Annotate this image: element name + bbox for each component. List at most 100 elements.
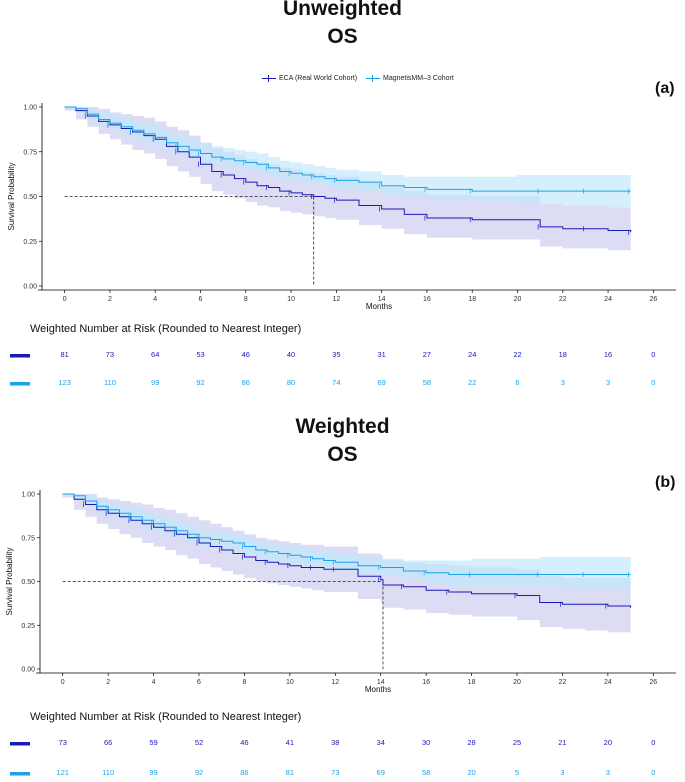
risk-value-magnetis: 80 <box>287 378 295 387</box>
survival-curve-1 <box>62 493 631 575</box>
panel-a-label: (a) <box>655 80 675 97</box>
y-tick-label: 0.00 <box>23 284 37 291</box>
x-tick-label: 18 <box>468 296 476 303</box>
x-tick-label: 26 <box>649 679 657 686</box>
risk-value-eca: 22 <box>513 350 521 359</box>
risk-value-magnetis: 58 <box>423 378 431 387</box>
x-tick-label: 20 <box>513 679 521 686</box>
x-tick-label: 26 <box>649 296 657 303</box>
risk-value-eca: 28 <box>467 738 475 747</box>
risk-value-magnetis: 6 <box>515 378 519 387</box>
risk-value-eca: 52 <box>195 738 203 747</box>
risk-value-eca: 30 <box>422 738 430 747</box>
risk-value-magnetis: 92 <box>195 768 203 777</box>
ci-band-1 <box>62 494 631 589</box>
risk-value-magnetis: 74 <box>332 378 340 387</box>
legend: ECA (Real World Cohort) MagnetisMM–3 Coh… <box>0 70 685 90</box>
risk-value-magnetis: 121 <box>56 768 69 777</box>
risk-row-swatch-magnetis <box>10 772 30 776</box>
risk-value-magnetis: 99 <box>149 768 157 777</box>
risk-value-eca: 35 <box>332 350 340 359</box>
survival-curve-0 <box>62 493 632 608</box>
risk-value-magnetis: 69 <box>377 768 385 777</box>
risk-value-eca: 0 <box>651 738 655 747</box>
x-tick-label: 4 <box>153 296 157 303</box>
x-tick-label: 24 <box>604 296 612 303</box>
risk-row-swatch-eca <box>10 742 30 746</box>
risk-row-swatch-eca <box>10 354 30 358</box>
risk-value-eca: 46 <box>242 350 250 359</box>
risk-value-magnetis: 3 <box>560 768 564 777</box>
risk-value-eca: 59 <box>149 738 157 747</box>
legend-swatch-magnetis <box>366 74 380 83</box>
risk-value-magnetis: 69 <box>377 378 385 387</box>
risk-value-magnetis: 22 <box>468 378 476 387</box>
risk-value-eca: 66 <box>104 738 112 747</box>
risk-value-eca: 20 <box>604 738 612 747</box>
y-tick-label: 1.00 <box>23 105 37 112</box>
risk-value-magnetis: 20 <box>467 768 475 777</box>
x-tick-label: 20 <box>514 296 522 303</box>
risk-value-eca: 34 <box>377 738 385 747</box>
x-tick-label: 14 <box>377 679 385 686</box>
x-tick-label: 24 <box>604 679 612 686</box>
x-tick-label: 22 <box>559 679 567 686</box>
risk-value-magnetis: 99 <box>151 378 159 387</box>
x-tick-label: 8 <box>242 679 246 686</box>
x-tick-label: 6 <box>197 679 201 686</box>
y-tick-label: 0.25 <box>23 239 37 246</box>
risk-value-magnetis: 58 <box>422 768 430 777</box>
risk-value-eca: 24 <box>468 350 476 359</box>
y-tick-label: 0.75 <box>23 149 37 156</box>
risk-row-swatch-magnetis <box>10 382 30 386</box>
risk-value-eca: 46 <box>240 738 248 747</box>
risk-table-a: 81 73 64 53 46 40 35 31 27 24 22 18 16 0 123 110 99 92 86 8… <box>10 350 655 387</box>
risk-value-magnetis: 3 <box>606 378 610 387</box>
x-tick-label: 18 <box>468 679 476 686</box>
x-axis-label: Months <box>365 685 391 694</box>
risk-value-eca: 64 <box>151 350 159 359</box>
risk-value-eca: 38 <box>331 738 339 747</box>
risk-value-magnetis: 110 <box>102 768 114 777</box>
x-tick-label: 10 <box>287 296 295 303</box>
risk-value-eca: 18 <box>559 350 567 359</box>
x-tick-label: 14 <box>378 296 386 303</box>
risk-value-magnetis: 5 <box>515 768 519 777</box>
risk-value-eca: 73 <box>106 350 114 359</box>
risk-value-eca: 0 <box>651 350 655 359</box>
x-tick-label: 2 <box>106 679 110 686</box>
x-tick-label: 16 <box>422 679 430 686</box>
risk-value-magnetis: 110 <box>104 378 116 387</box>
x-tick-label: 8 <box>244 296 248 303</box>
y-axis-label: Survival Probability <box>7 162 16 230</box>
y-axis-label: Survival Probability <box>5 547 14 615</box>
risk-value-magnetis: 81 <box>286 768 294 777</box>
risk-value-eca: 81 <box>60 350 68 359</box>
y-tick-label: 0.00 <box>21 667 35 674</box>
chart-b: 0.000.250.500.751.000 2 4 6 8 10 12 14 16 18 20 22 2… <box>5 490 676 694</box>
survival-curve-1 <box>64 106 631 192</box>
risk-value-magnetis: 0 <box>651 378 655 387</box>
risk-value-magnetis: 3 <box>561 378 565 387</box>
y-tick-label: 0.25 <box>21 623 35 630</box>
legend-label-magnetis: MagnetisMM–3 Cohort <box>383 75 454 82</box>
risk-value-eca: 73 <box>59 738 67 747</box>
y-tick-label: 0.50 <box>23 194 37 201</box>
panel-b-title-line2: OS <box>327 443 358 466</box>
risk-value-magnetis: 3 <box>606 768 610 777</box>
x-tick-label: 4 <box>152 679 156 686</box>
risk-value-magnetis: 123 <box>58 378 71 387</box>
x-tick-label: 2 <box>108 296 112 303</box>
x-tick-label: 0 <box>61 679 65 686</box>
x-tick-label: 12 <box>332 296 340 303</box>
risk-table-b-title: Weighted Number at Risk (Rounded to Near… <box>30 711 302 723</box>
panel-a-title-line1: Unweighted <box>283 0 402 20</box>
chart-a: 0.000.250.500.751.000 2 4 6 8 10 12 14 16 18 20 22 2… <box>7 103 676 311</box>
y-tick-label: 0.50 <box>21 579 35 586</box>
panel-b-title-line1: Weighted <box>295 415 390 438</box>
risk-value-magnetis: 92 <box>196 378 204 387</box>
legend-label-eca: ECA (Real World Cohort) <box>279 75 358 82</box>
risk-value-eca: 31 <box>377 350 385 359</box>
legend-item-magnetis: MagnetisMM–3 Cohort <box>366 74 454 83</box>
